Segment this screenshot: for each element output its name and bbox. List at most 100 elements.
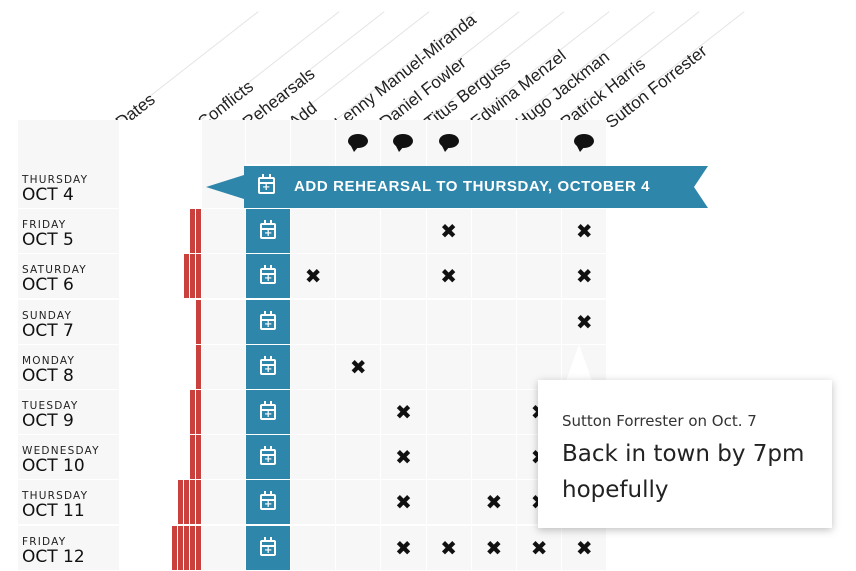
availability-cell[interactable] xyxy=(381,209,427,254)
person-header-cell[interactable] xyxy=(562,120,608,164)
availability-cell[interactable]: ✖ xyxy=(426,209,472,254)
conflict-x-icon[interactable]: ✖ xyxy=(395,490,412,515)
availability-cell[interactable] xyxy=(291,209,337,254)
availability-cell[interactable] xyxy=(291,435,337,480)
conflict-bars xyxy=(171,525,201,570)
availability-cell[interactable] xyxy=(381,344,427,389)
calendar-add-icon: + xyxy=(260,446,276,466)
conflict-x-icon[interactable]: ✖ xyxy=(530,535,548,560)
availability-cell[interactable]: ✖ xyxy=(471,525,517,570)
availability-cell[interactable] xyxy=(426,344,472,389)
availability-cell[interactable]: ✖ xyxy=(517,525,563,570)
availability-cell[interactable] xyxy=(517,254,563,299)
availability-cell[interactable]: ✖ xyxy=(562,525,608,570)
availability-cell[interactable] xyxy=(336,209,382,254)
conflict-x-icon[interactable]: ✖ xyxy=(575,535,593,560)
conflict-x-icon[interactable]: ✖ xyxy=(485,535,503,560)
availability-cell[interactable] xyxy=(336,480,382,525)
availability-cell[interactable] xyxy=(471,390,517,434)
conflict-x-icon[interactable]: ✖ xyxy=(485,490,503,515)
conflict-x-icon[interactable]: ✖ xyxy=(440,219,458,244)
conflict-x-icon[interactable]: ✖ xyxy=(575,309,593,334)
person-header-cell xyxy=(471,120,517,164)
availability-cell[interactable] xyxy=(426,299,472,344)
add-rehearsal-button[interactable]: + xyxy=(246,525,291,570)
rehearsals-cell xyxy=(202,209,246,254)
date-label: OCT 6 xyxy=(22,275,74,296)
rehearsals-cell xyxy=(202,435,246,480)
person-header-cell[interactable] xyxy=(426,120,472,164)
availability-cell[interactable]: ✖ xyxy=(426,525,472,570)
add-rehearsal-button[interactable]: + xyxy=(246,435,291,480)
availability-cell[interactable]: ✖ xyxy=(381,435,427,480)
add-rehearsal-button[interactable]: + xyxy=(246,480,291,525)
availability-cell[interactable] xyxy=(336,299,382,344)
person-header-cell[interactable] xyxy=(381,120,427,164)
add-rehearsal-button[interactable]: + xyxy=(246,299,291,344)
availability-cell[interactable] xyxy=(336,525,382,570)
availability-cell[interactable] xyxy=(471,344,517,389)
add-rehearsal-banner[interactable] xyxy=(206,166,708,208)
conflict-x-icon[interactable]: ✖ xyxy=(575,264,593,289)
availability-cell[interactable] xyxy=(336,435,382,480)
date-label: OCT 9 xyxy=(22,411,74,431)
availability-cell[interactable] xyxy=(291,480,337,525)
availability-cell[interactable] xyxy=(381,254,427,299)
conflict-x-icon[interactable]: ✖ xyxy=(304,264,322,289)
availability-cell[interactable] xyxy=(381,299,427,344)
availability-cell[interactable]: ✖ xyxy=(381,525,427,570)
rehearsals-cell xyxy=(202,299,246,344)
conflict-x-icon[interactable]: ✖ xyxy=(395,400,412,424)
availability-cell[interactable]: ✖ xyxy=(471,480,517,525)
availability-cell[interactable] xyxy=(291,299,337,344)
availability-cell[interactable] xyxy=(471,299,517,344)
availability-cell[interactable] xyxy=(517,209,563,254)
date-label: OCT 4 xyxy=(22,185,74,205)
availability-cell[interactable] xyxy=(471,435,517,480)
conflict-x-icon[interactable]: ✖ xyxy=(575,219,593,244)
add-rehearsal-button[interactable]: + xyxy=(246,209,291,254)
speech-bubble-icon[interactable] xyxy=(562,133,606,152)
add-rehearsal-button[interactable]: + xyxy=(246,344,291,389)
conflict-bar xyxy=(196,480,201,525)
conflict-x-icon[interactable]: ✖ xyxy=(395,445,412,470)
person-header-cell xyxy=(517,120,563,164)
availability-cell[interactable] xyxy=(517,299,563,344)
conflict-bar xyxy=(184,480,189,525)
conflict-x-icon[interactable]: ✖ xyxy=(395,535,412,560)
availability-cell[interactable]: ✖ xyxy=(291,254,337,299)
day-of-week: MONDAY xyxy=(22,354,76,367)
rehearsals-cell xyxy=(202,390,246,434)
availability-cell[interactable] xyxy=(336,254,382,299)
availability-cell[interactable]: ✖ xyxy=(562,209,608,254)
conflict-x-icon[interactable]: ✖ xyxy=(440,264,458,289)
availability-cell[interactable] xyxy=(291,525,337,570)
conflict-x-icon[interactable]: ✖ xyxy=(349,354,367,379)
conflict-x-icon[interactable]: ✖ xyxy=(440,535,458,560)
rehearsals-cell xyxy=(202,525,246,570)
availability-cell[interactable]: ✖ xyxy=(381,480,427,525)
date-label: OCT 5 xyxy=(22,230,74,251)
availability-cell[interactable] xyxy=(336,390,382,434)
availability-cell[interactable]: ✖ xyxy=(562,254,608,299)
add-rehearsal-button[interactable]: + xyxy=(246,254,291,299)
availability-cell[interactable] xyxy=(471,209,517,254)
add-rehearsal-button[interactable]: + xyxy=(246,390,291,434)
availability-cell[interactable] xyxy=(291,344,337,389)
availability-cell[interactable] xyxy=(426,390,472,434)
conflict-bars xyxy=(189,209,201,254)
speech-bubble-icon[interactable] xyxy=(336,133,380,152)
calendar-add-icon: + xyxy=(260,491,276,511)
availability-cell[interactable]: ✖ xyxy=(336,344,382,389)
availability-cell[interactable] xyxy=(426,480,472,525)
conflict-bar xyxy=(190,390,195,434)
availability-cell[interactable]: ✖ xyxy=(562,299,608,344)
availability-cell[interactable] xyxy=(291,390,337,434)
speech-bubble-icon[interactable] xyxy=(381,133,425,152)
availability-cell[interactable]: ✖ xyxy=(426,254,472,299)
speech-bubble-icon[interactable] xyxy=(427,133,471,152)
availability-cell[interactable] xyxy=(426,435,472,480)
availability-cell[interactable] xyxy=(471,254,517,299)
availability-cell[interactable]: ✖ xyxy=(381,390,427,434)
person-header-cell[interactable] xyxy=(336,120,382,164)
